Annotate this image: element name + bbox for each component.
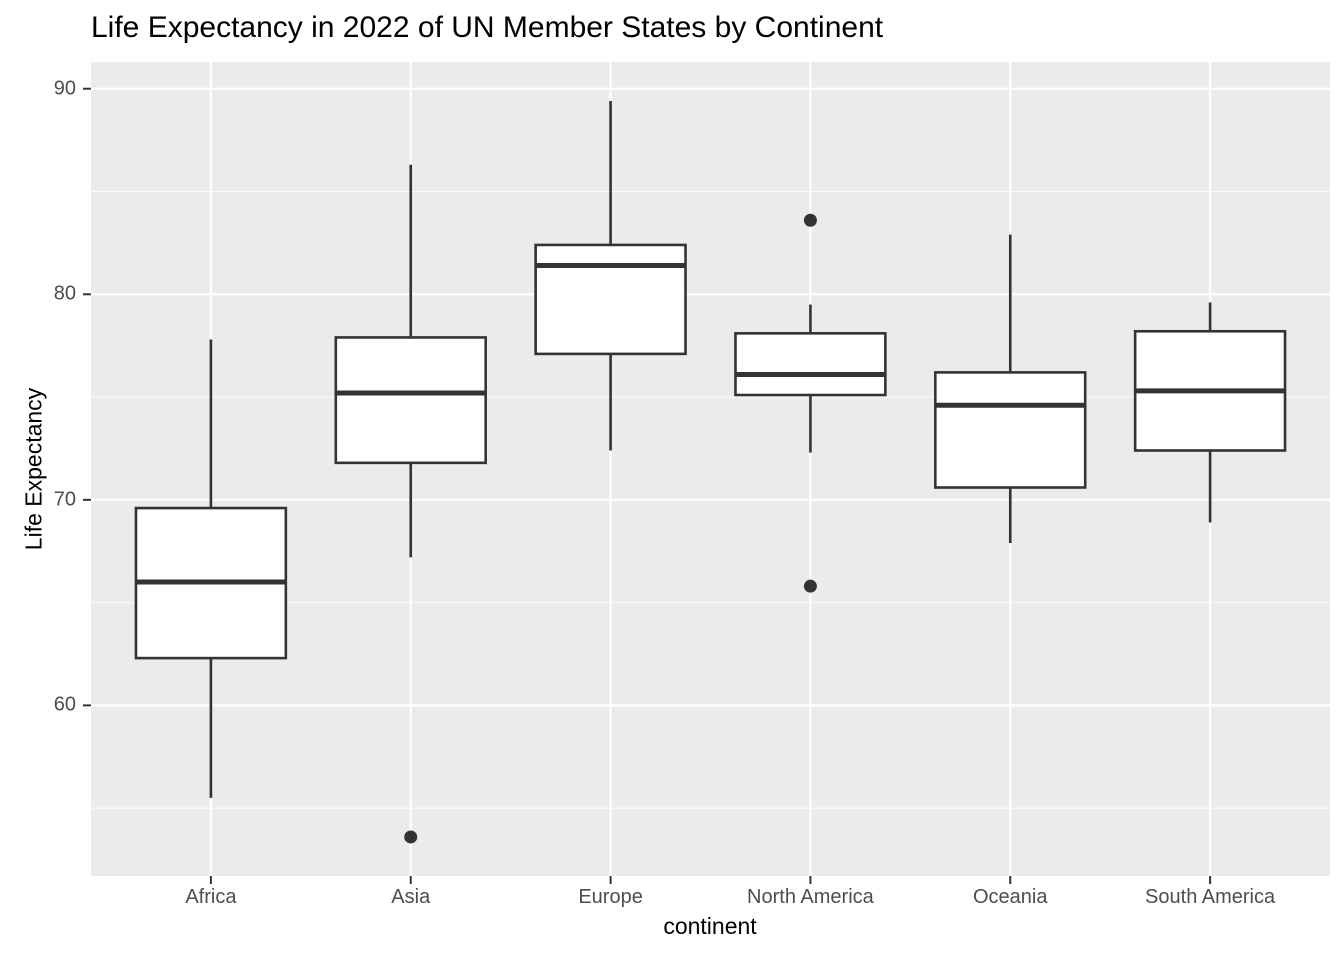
chart-title: Life Expectancy in 2022 of UN Member Sta… bbox=[91, 11, 884, 44]
plot-panel bbox=[91, 62, 1330, 876]
x-tick-label-north-america: North America bbox=[747, 886, 874, 908]
x-tick-label-south-america: South America bbox=[1145, 886, 1276, 908]
x-axis-title: continent bbox=[663, 913, 757, 939]
y-tick-label-70: 70 bbox=[53, 488, 76, 511]
y-tick-label-60: 60 bbox=[53, 693, 76, 716]
x-tick-label-asia: Asia bbox=[391, 886, 431, 908]
box-oceania bbox=[934, 371, 1087, 489]
box-asia bbox=[334, 336, 487, 465]
y-tick-label-80: 80 bbox=[53, 282, 76, 305]
y-axis-title: Life Expectancy bbox=[20, 387, 47, 551]
outlier-north-america-83.6 bbox=[803, 213, 817, 227]
outlier-asia-53.6 bbox=[404, 830, 418, 844]
y-tick-label-90: 90 bbox=[53, 77, 76, 100]
box-europe bbox=[534, 243, 687, 356]
x-tick-label-oceania: Oceania bbox=[973, 886, 1048, 908]
box-north-america bbox=[734, 332, 887, 397]
x-tick-label-africa: Africa bbox=[185, 886, 237, 908]
x-tick-label-europe: Europe bbox=[578, 886, 643, 908]
outlier-north-america-65.8 bbox=[803, 579, 817, 593]
